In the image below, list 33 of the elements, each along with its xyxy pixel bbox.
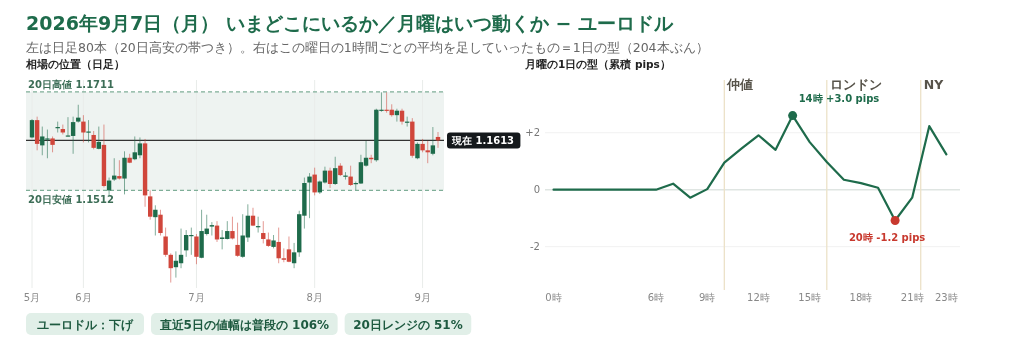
text: 2026年9月7日（月） いまどこにいるか／月曜はいつ動くか − ユーロドル <box>26 12 675 34</box>
text: ユーロドル：下げ <box>37 317 134 332</box>
candlestick <box>343 171 348 181</box>
ref-line-label: 仲値 <box>726 77 754 92</box>
text: 20日レンジの 51% <box>353 317 463 332</box>
text: 左は日足80本（20日高安の帯つき）。右はこの曜日の1時間ごとの平均を足していったもの＝1日の型（204本ぶん） <box>26 40 709 55</box>
ref-line-label: 20日安値 1.1512 <box>28 194 115 206</box>
y-tick-label: -2 <box>530 241 540 253</box>
x-tick-label: 7月 <box>188 292 205 303</box>
ref-line-label: 現在 1.1613 <box>451 134 515 146</box>
annotation: 14時 +3.0 pips <box>798 92 880 104</box>
annotation: 20時 -1.2 pips <box>848 232 926 244</box>
x-tick-label: 23時 <box>934 292 958 303</box>
ref-line-label: 20日高値 1.1711 <box>28 78 115 90</box>
x-tick-label: 0時 <box>545 292 562 303</box>
y-tick-label: +2 <box>525 127 540 139</box>
x-tick-label: 6月 <box>75 292 92 303</box>
text: 直近5日の値幅は普段の 106% <box>158 317 330 332</box>
x-tick-label: 18時 <box>849 292 873 303</box>
x-tick-label: 9月 <box>414 292 431 303</box>
chart-title: 相場の位置（日足） <box>25 58 125 71</box>
x-tick-label: 6時 <box>647 292 665 303</box>
x-tick-label: 8月 <box>306 292 323 303</box>
ref-line-label: ロンドン <box>829 77 882 92</box>
x-tick-label: 12時 <box>747 292 770 303</box>
x-tick-label: 5月 <box>23 292 41 303</box>
candlestick <box>209 221 215 236</box>
chart-title: 月曜の1日の型（累積 pips） <box>524 58 671 71</box>
x-tick-label: 9時 <box>699 292 716 303</box>
x-tick-label: 15時 <box>798 292 822 303</box>
x-tick-label: 21時 <box>900 292 924 303</box>
y-tick-label: 0 <box>533 184 540 196</box>
ref-line-label: NY <box>923 77 945 92</box>
